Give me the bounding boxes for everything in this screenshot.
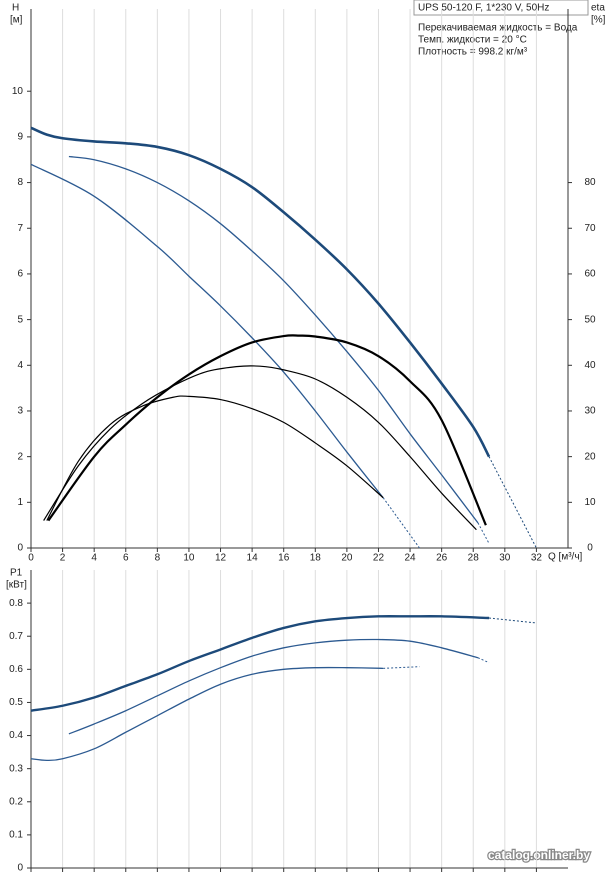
y-tick-label: 0.8 xyxy=(9,598,23,609)
curve xyxy=(30,615,490,712)
curve xyxy=(477,522,490,544)
y-tick-label: 0.5 xyxy=(9,697,23,708)
x-tick-label: 20 xyxy=(341,553,353,564)
x-tick-label: 28 xyxy=(468,553,480,564)
x-tick-label: 22 xyxy=(373,553,385,564)
curve xyxy=(30,163,384,499)
y-tick-label: 0.4 xyxy=(9,730,23,741)
y-tick-label: 5 xyxy=(17,314,23,325)
model: UPS 50-120 F, 1*230 V, 50Hz xyxy=(418,3,549,14)
x-tick-label: 6 xyxy=(123,553,129,564)
x-tick-label: 4 xyxy=(91,553,97,564)
curve xyxy=(488,456,537,549)
y2-tick-label: 10 xyxy=(584,497,596,508)
curve xyxy=(43,365,477,531)
watermark: catalog.onliner.by xyxy=(488,848,590,862)
x-tick-label: 10 xyxy=(183,553,195,564)
y2-tick-label: 40 xyxy=(584,360,596,371)
y-tick-label: 7 xyxy=(17,223,23,234)
curve xyxy=(68,155,479,524)
x-tick-label: 26 xyxy=(436,553,448,564)
y-tick-label: 2 xyxy=(17,451,23,462)
curve xyxy=(68,638,479,735)
x-tick-label: 12 xyxy=(215,553,227,564)
y-tick-label: 10 xyxy=(12,86,24,97)
y-tick-label: 1 xyxy=(17,497,23,508)
y-unit: [м] xyxy=(10,15,23,26)
y-tick-label: 0 xyxy=(17,863,23,874)
x-tick-label: 24 xyxy=(404,553,416,564)
y2-tick-label: 0 xyxy=(587,543,593,554)
note: Перекачиваемая жидкость = Вода xyxy=(418,23,578,34)
x-tick-label: 2 xyxy=(60,553,66,564)
y-label: P1 xyxy=(10,568,23,579)
y-tick-label: 0.3 xyxy=(9,763,23,774)
y-tick-label: 0.2 xyxy=(9,796,23,807)
curve xyxy=(488,617,537,624)
y2-tick-label: 50 xyxy=(584,314,596,325)
y-tick-label: 9 xyxy=(17,132,23,143)
y-tick-label: 8 xyxy=(17,177,23,188)
y2-tick-label: 80 xyxy=(584,177,596,188)
curve xyxy=(383,666,420,669)
info-box xyxy=(413,0,589,16)
y2-tick-label: 30 xyxy=(584,406,596,417)
y-tick-label: 0.6 xyxy=(9,664,23,675)
x-tick-label: 32 xyxy=(531,553,543,564)
y-tick-label: 0.7 xyxy=(9,631,23,642)
x-tick-label: 16 xyxy=(278,553,290,564)
y-tick-label: 0 xyxy=(17,543,23,554)
y-tick-label: 4 xyxy=(17,360,23,371)
curve xyxy=(382,497,420,549)
note: Темп. жидкости = 20 °C xyxy=(418,35,527,46)
y-tick-label: 3 xyxy=(17,406,23,417)
curve xyxy=(30,666,384,762)
curve xyxy=(46,395,384,521)
x-label: Q [м³/ч] xyxy=(548,552,583,563)
y-label: H xyxy=(12,3,19,14)
curve xyxy=(30,126,491,458)
x-tick-label: 8 xyxy=(155,553,161,564)
curve xyxy=(47,334,487,526)
x-tick-label: 0 xyxy=(28,553,34,564)
y2-tick-label: 20 xyxy=(584,451,596,462)
y2-tick-label: 70 xyxy=(584,223,596,234)
y2-label: eta xyxy=(591,3,605,14)
x-tick-label: 30 xyxy=(499,553,511,564)
y-unit: [кВт] xyxy=(6,580,27,591)
y-tick-label: 0.1 xyxy=(9,830,23,841)
x-tick-label: 18 xyxy=(310,553,322,564)
curve xyxy=(477,657,490,664)
y2-unit: [%] xyxy=(591,15,606,26)
y2-tick-label: 60 xyxy=(584,269,596,280)
y-tick-label: 6 xyxy=(17,269,23,280)
x-tick-label: 14 xyxy=(247,553,259,564)
